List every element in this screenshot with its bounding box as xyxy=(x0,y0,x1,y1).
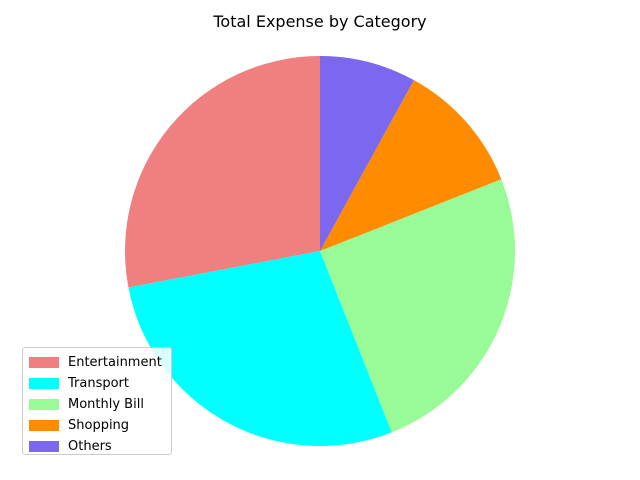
legend-label: Entertainment xyxy=(68,355,162,370)
legend-swatch xyxy=(29,399,59,410)
legend-swatch xyxy=(29,420,59,431)
legend-item: Entertainment xyxy=(29,352,165,373)
legend-swatch xyxy=(29,441,59,452)
legend-label: Shopping xyxy=(68,418,130,433)
legend-swatch xyxy=(29,378,59,389)
pie-slice-shopping xyxy=(320,80,502,251)
legend-label: Others xyxy=(68,439,112,454)
pie-slice-transport xyxy=(128,251,392,447)
legend-label: Transport xyxy=(68,376,130,391)
chart-title: Total Expense by Category xyxy=(213,12,427,31)
pie-slice-monthly-bill xyxy=(320,179,515,433)
legend: Entertainment Transport Monthly Bill Shoppi… xyxy=(22,347,172,455)
pie-slice-entertainment xyxy=(124,56,320,288)
pie-slice-others xyxy=(320,56,414,251)
legend-item: Shopping xyxy=(29,415,165,436)
legend-swatch xyxy=(29,357,59,368)
legend-item: Transport xyxy=(29,373,165,394)
legend-label: Monthly Bill xyxy=(68,397,144,412)
legend-item: Others xyxy=(29,436,165,457)
legend-item: Monthly Bill xyxy=(29,394,165,415)
